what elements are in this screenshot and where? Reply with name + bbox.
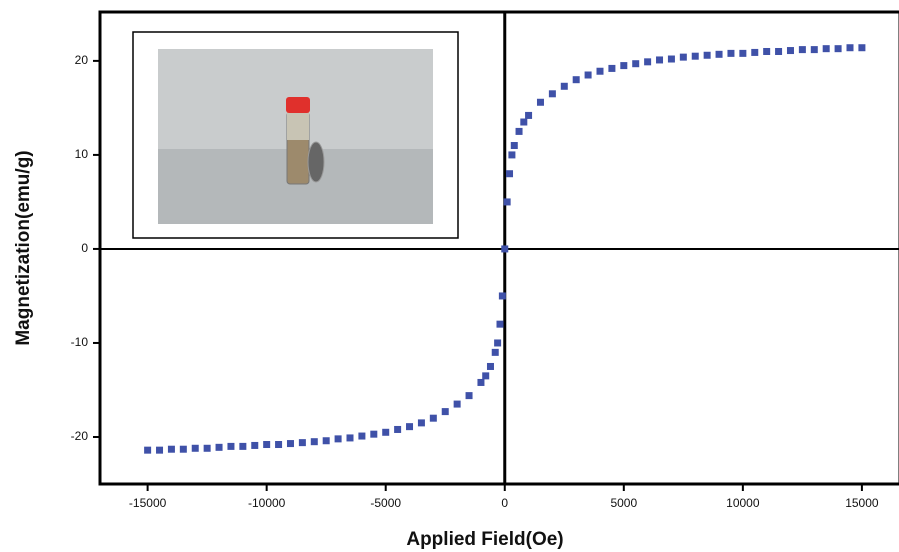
data-point (167, 445, 175, 453)
data-point (156, 446, 164, 454)
x-tick-label: 15000 (845, 496, 879, 510)
data-point (394, 425, 402, 433)
data-point (203, 444, 211, 452)
data-point (786, 47, 794, 55)
y-tick-label: 10 (75, 147, 89, 161)
data-point (358, 432, 366, 440)
data-point (144, 446, 152, 454)
data-point (453, 400, 461, 408)
x-tick-label: -5000 (370, 496, 401, 510)
data-point (491, 348, 499, 356)
data-point (239, 442, 247, 450)
data-point (548, 90, 556, 98)
data-point (322, 437, 330, 445)
data-point (834, 45, 842, 53)
data-point (263, 441, 271, 449)
data-point (498, 292, 506, 300)
data-point (822, 45, 830, 53)
data-point (775, 47, 783, 55)
data-point (227, 442, 235, 450)
x-tick-label: -15000 (129, 496, 167, 510)
data-point (515, 127, 523, 135)
data-point (715, 50, 723, 58)
data-point (179, 445, 187, 453)
data-point (608, 64, 616, 72)
data-point (703, 51, 711, 59)
data-point (494, 339, 502, 347)
data-point (520, 118, 528, 126)
data-point (739, 49, 747, 57)
data-point (334, 435, 342, 443)
data-point (346, 434, 354, 442)
data-point (486, 362, 494, 370)
data-point (691, 52, 699, 60)
data-point (763, 47, 771, 55)
x-tick-label: 5000 (610, 496, 637, 510)
data-point (508, 151, 516, 159)
data-point (382, 428, 390, 436)
data-point (525, 111, 533, 119)
data-point (286, 440, 294, 448)
data-point (501, 245, 509, 253)
data-point (798, 46, 806, 54)
data-point (465, 392, 473, 400)
data-point (751, 48, 759, 56)
data-point (644, 58, 652, 66)
data-point (632, 60, 640, 68)
y-tick-label: 0 (81, 241, 88, 255)
y-tick-label: -10 (71, 335, 89, 349)
data-point (417, 419, 425, 427)
y-axis-title: Magnetization(emu/g) (13, 150, 34, 345)
data-point (370, 430, 378, 438)
data-point (667, 55, 675, 63)
data-point (215, 443, 223, 451)
data-point (441, 408, 449, 416)
data-point (406, 423, 414, 431)
data-point (846, 44, 854, 52)
inset-photo (132, 31, 459, 239)
data-point (810, 46, 818, 54)
data-point (503, 198, 511, 206)
data-point (536, 98, 544, 106)
data-point (482, 372, 490, 380)
x-tick-label: 0 (501, 496, 508, 510)
data-point (656, 56, 664, 64)
y-tick-label: 20 (75, 53, 89, 67)
data-point (477, 378, 485, 386)
data-point (510, 142, 518, 150)
data-point (298, 439, 306, 447)
data-point (251, 441, 259, 449)
x-tick-label: -10000 (248, 496, 286, 510)
data-point (679, 53, 687, 61)
y-tick-label: -20 (71, 429, 89, 443)
data-point (506, 170, 514, 178)
data-point (496, 320, 504, 328)
data-point (584, 71, 592, 79)
data-point (727, 49, 735, 57)
data-point (620, 62, 628, 70)
data-point (191, 444, 199, 452)
data-point (596, 67, 604, 75)
data-point (310, 438, 318, 446)
data-point (429, 414, 437, 422)
data-point (858, 44, 866, 52)
x-tick-label: 10000 (726, 496, 760, 510)
data-point (572, 76, 580, 84)
x-axis-title: Applied Field(Oe) (406, 529, 563, 550)
data-point (275, 441, 283, 449)
data-point (560, 82, 568, 90)
